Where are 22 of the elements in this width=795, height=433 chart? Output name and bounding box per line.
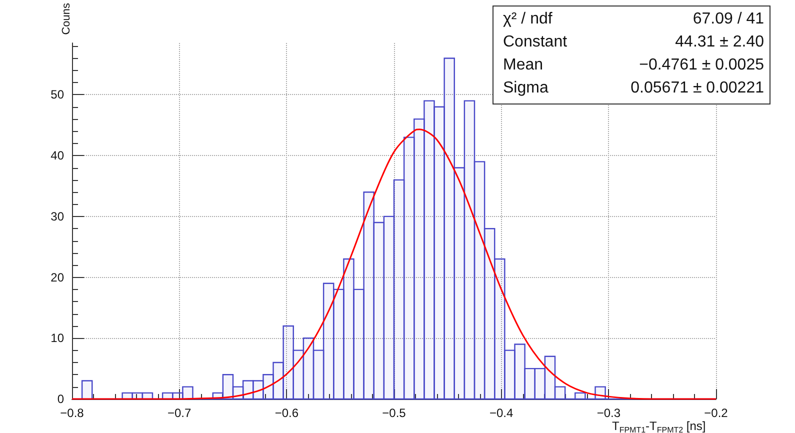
x-tick-label: −0.2 — [704, 406, 728, 420]
y-tick-label: 10 — [50, 331, 64, 346]
text: 67.09 / 41 — [692, 10, 764, 28]
annotation: Mean — [503, 56, 544, 74]
annotation: 0.05671 ± 0.00221 — [630, 80, 764, 96]
x-tick-label: −0.7 — [167, 406, 192, 420]
x-tick-label: −0.8 — [60, 406, 84, 420]
annotation: Constant — [503, 34, 568, 50]
y-tick-label: 50 — [50, 88, 64, 102]
x-tick-label: −0.5 — [382, 406, 406, 420]
y-tick-label: 40 — [50, 148, 64, 163]
x-tick-label: −0.6 — [274, 406, 299, 420]
annotation: −0.4761 ± 0.0025 — [639, 56, 764, 74]
x-tick-label: −0.3 — [596, 406, 621, 420]
y-axis-title: Couns — [60, 2, 72, 35]
y-tick-label: 0 — [57, 392, 64, 406]
annotation: 44.31 ± 2.40 — [675, 34, 764, 50]
annotation: Sigma — [503, 80, 548, 96]
y-tick-label: 20 — [50, 270, 64, 284]
x-tick-label: −0.4 — [489, 406, 514, 420]
text: χ² / ndf — [503, 10, 553, 28]
y-tick-label: 30 — [50, 209, 64, 224]
